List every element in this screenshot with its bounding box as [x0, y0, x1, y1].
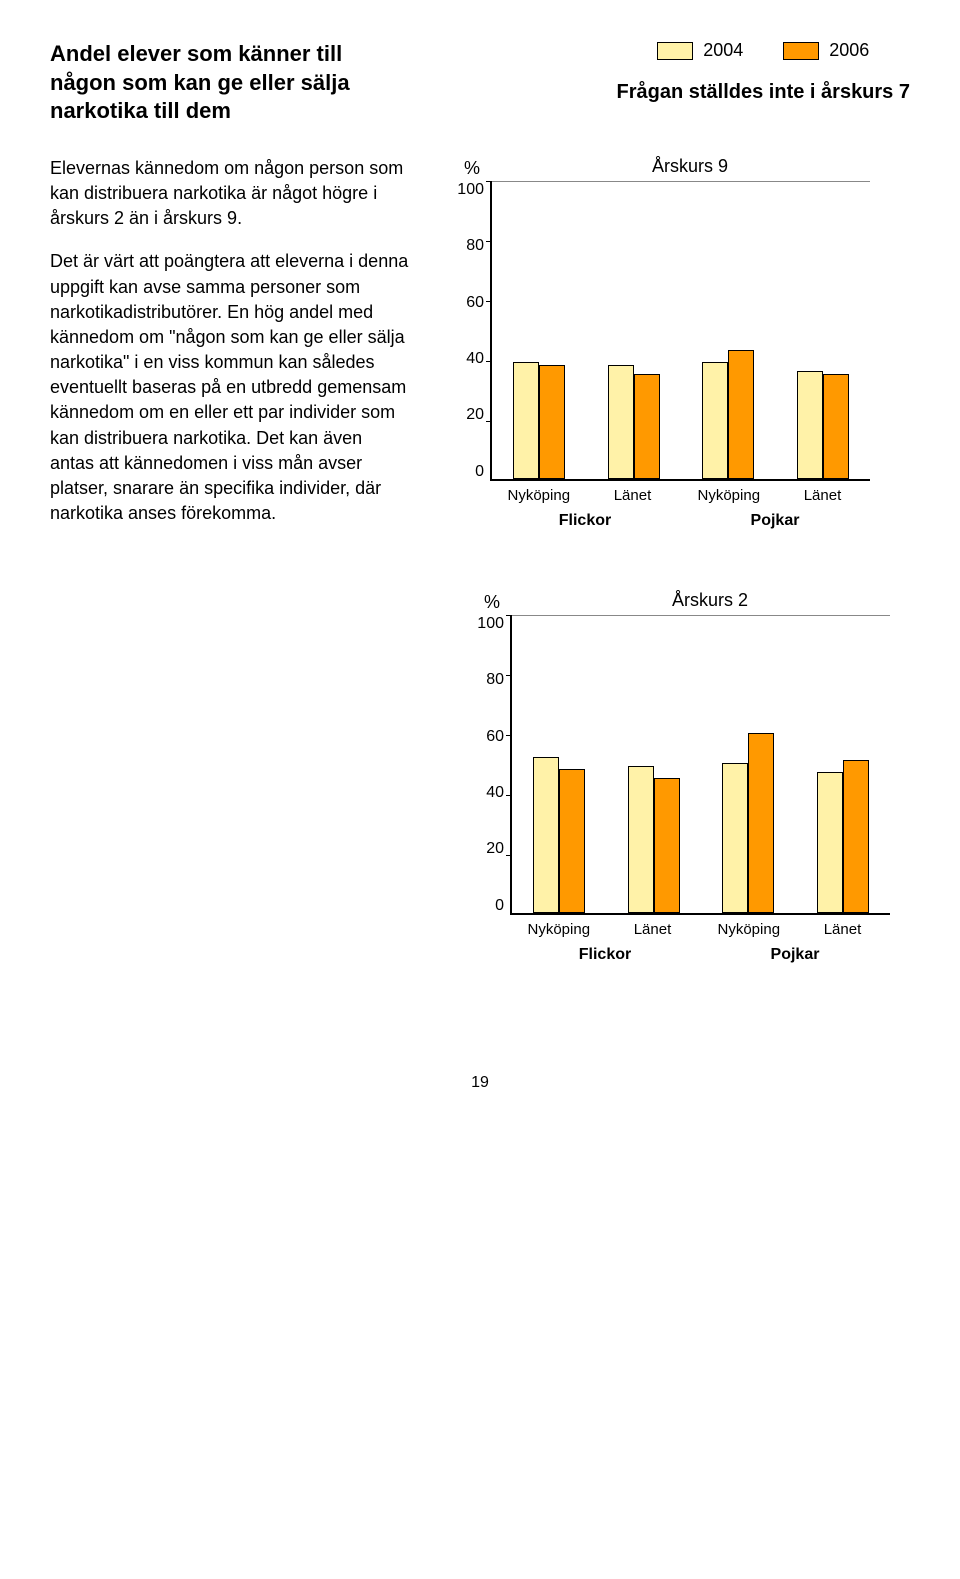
percent-symbol: %: [484, 592, 500, 613]
bar: [539, 365, 565, 479]
y-axis: 100 80 60 40 20 0: [450, 181, 490, 481]
paragraph-1: Elevernas kännedom om någon person som k…: [50, 156, 410, 232]
legend-item-2004: 2004: [657, 40, 743, 61]
bar-group: [509, 362, 569, 479]
bar-group: [529, 757, 589, 913]
y-tick-mark: [506, 795, 512, 796]
legend-swatch-2004: [657, 42, 693, 60]
y-tick-mark: [506, 675, 512, 676]
plot-area: [510, 615, 890, 915]
content-row: Elevernas kännedom om någon person som k…: [50, 156, 910, 590]
y-tick-mark: [486, 181, 492, 182]
bar: [817, 772, 843, 913]
bar: [797, 371, 823, 479]
x-label: Länet: [793, 487, 853, 504]
bar: [728, 350, 754, 479]
bar: [748, 733, 774, 913]
y-tick-mark: [506, 735, 512, 736]
chart-arskurs-2: Årskurs 2%100806040200NyköpingLänetNyköp…: [470, 590, 910, 964]
legend-area: 2004 2006 Frågan ställdes inte i årskurs…: [617, 40, 910, 104]
page-title: Andel elever som känner till någon som k…: [50, 40, 370, 126]
x-label: Nyköping: [718, 921, 778, 938]
header-row: Andel elever som känner till någon som k…: [50, 40, 910, 126]
y-tick-label: 40: [466, 350, 484, 368]
y-tick-label: 60: [486, 728, 504, 746]
bar-group: [604, 365, 664, 479]
y-axis: 100 80 60 40 20 0: [470, 615, 510, 915]
y-tick-label: 0: [495, 897, 504, 915]
subtitle: Frågan ställdes inte i årskurs 7: [617, 81, 910, 104]
y-tick-mark: [486, 301, 492, 302]
bar: [634, 374, 660, 479]
chart-title: Årskurs 2: [510, 590, 910, 611]
y-tick-label: 20: [486, 840, 504, 858]
y-tick-label: 0: [475, 463, 484, 481]
y-tick-label: 100: [457, 181, 484, 199]
page-number: 19: [50, 1074, 910, 1092]
x-sub-labels: FlickorPojkar: [490, 512, 870, 530]
bar: [533, 757, 559, 913]
chart-2-row: Årskurs 2%100806040200NyköpingLänetNyköp…: [50, 590, 910, 1024]
chart-column: Årskurs 9%100806040200NyköpingLänetNyköp…: [450, 156, 910, 590]
bar: [513, 362, 539, 479]
paragraph-2: Det är värt att poängtera att eleverna i…: [50, 249, 410, 526]
y-tick-mark: [486, 421, 492, 422]
bar: [654, 778, 680, 913]
legend-label-2006: 2006: [829, 40, 869, 61]
x-sub-label: Pojkar: [700, 946, 890, 964]
bar-group: [813, 760, 873, 913]
y-tick-label: 20: [466, 406, 484, 424]
x-label: Länet: [813, 921, 873, 938]
plot-area: [490, 181, 870, 481]
y-tick-label: 80: [486, 671, 504, 689]
bar: [823, 374, 849, 479]
x-label: Nyköping: [508, 487, 568, 504]
legend-swatch-2006: [783, 42, 819, 60]
y-tick-label: 100: [477, 615, 504, 633]
bar: [722, 763, 748, 913]
y-tick-label: 40: [486, 784, 504, 802]
y-tick-mark: [486, 361, 492, 362]
x-sub-label: Pojkar: [680, 512, 870, 530]
bar-group: [698, 350, 758, 479]
y-tick-mark: [506, 855, 512, 856]
bar: [608, 365, 634, 479]
bar: [702, 362, 728, 479]
percent-symbol: %: [464, 158, 480, 179]
body-text: Elevernas kännedom om någon person som k…: [50, 156, 410, 590]
bar-group: [793, 371, 853, 479]
legend: 2004 2006: [657, 40, 869, 61]
bar: [843, 760, 869, 913]
y-tick-mark: [486, 241, 492, 242]
y-tick-label: 80: [466, 237, 484, 255]
x-labels: Nyköping Länet Nyköping Länet: [510, 921, 890, 938]
bar-group: [718, 733, 778, 913]
x-label: Länet: [603, 487, 663, 504]
x-sub-label: Flickor: [490, 512, 680, 530]
chart-arskurs-9: Årskurs 9%100806040200NyköpingLänetNyköp…: [450, 156, 890, 530]
bar: [628, 766, 654, 913]
legend-item-2006: 2006: [783, 40, 869, 61]
x-sub-label: Flickor: [510, 946, 700, 964]
legend-label-2004: 2004: [703, 40, 743, 61]
bar: [559, 769, 585, 913]
chart-title: Årskurs 9: [490, 156, 890, 177]
x-label: Nyköping: [528, 921, 588, 938]
x-sub-labels: FlickorPojkar: [510, 946, 890, 964]
x-label: Länet: [623, 921, 683, 938]
y-tick-mark: [506, 615, 512, 616]
x-label: Nyköping: [698, 487, 758, 504]
y-tick-label: 60: [466, 294, 484, 312]
x-labels: Nyköping Länet Nyköping Länet: [490, 487, 870, 504]
bar-group: [624, 766, 684, 913]
